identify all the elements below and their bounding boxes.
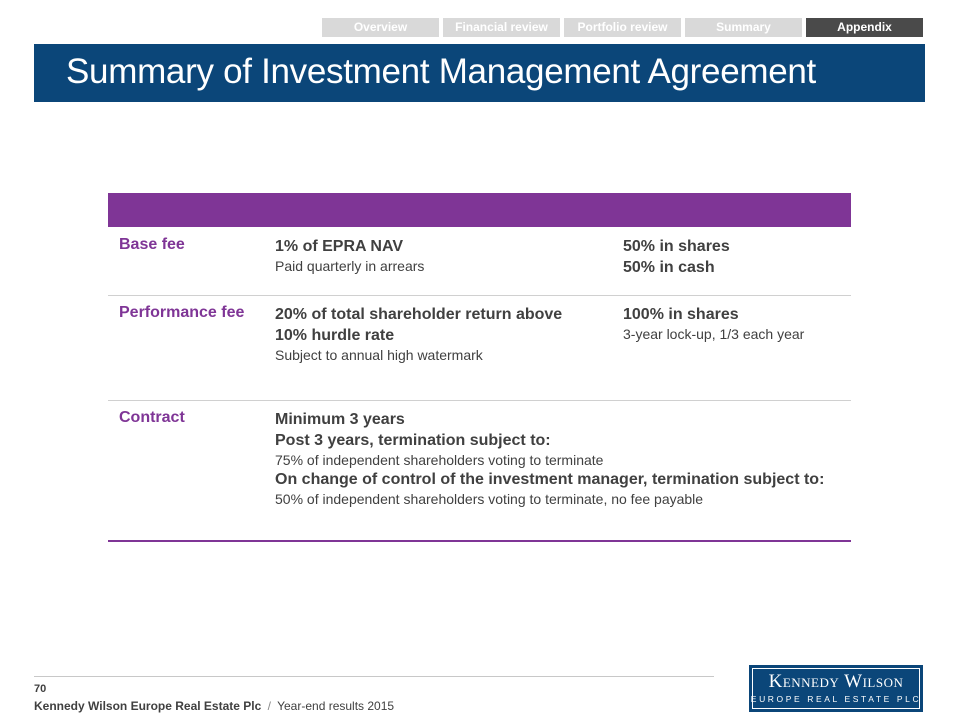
company: Kennedy Wilson Europe Real Estate Plc [34,699,262,713]
table-row: Performance fee 20% of total shareholder … [108,295,851,401]
footer-text: Kennedy Wilson Europe Real Estate Plc / … [34,699,394,713]
logo-frame [752,668,920,709]
page-number: 70 [34,683,47,695]
terms-line: On change of control of the investment m… [275,471,825,488]
logo-name: Kennedy Wilson [768,671,904,692]
settlement-line: 100% in shares [623,306,739,323]
terms-line: 20% of total shareholder return above [275,306,563,323]
terms-cell: 20% of total shareholder return above 10%… [275,304,562,364]
footer-rule [34,676,714,677]
settlement-line: 3-year lock-up, 1/3 each year [623,326,805,342]
row-label: Base fee [119,236,185,253]
terms-line: 10% hurdle rate [275,327,395,344]
table-header [108,193,851,227]
terms-line: Subject to annual high watermark [275,347,483,363]
terms-line: 1% of EPRA NAV [275,238,404,255]
nav-tab: Appendix [806,18,923,37]
settlement-line: 50% in shares [623,238,730,255]
nav-tab: Financial review [443,18,560,37]
row-label: Contract [119,409,185,426]
logo-tagline: EUROPE REAL ESTATE PLC [750,694,922,704]
separator: / [267,699,271,713]
settlement-cell: 50% in shares 50% in cash [623,236,730,278]
nav-tab: Summary [685,18,802,37]
terms-line: Minimum 3 years [275,411,405,428]
event: Year-end results 2015 [277,699,395,713]
table-row: Base fee 1% of EPRA NAV Paid quarterly in … [108,227,851,296]
terms-line: 50% of independent shareholders voting t… [275,491,704,507]
row-label: Performance fee [119,304,245,321]
terms-cell: Minimum 3 years Post 3 years, termination… [275,409,824,508]
nav-tab: Overview [322,18,439,37]
table-row: Contract Minimum 3 years Post 3 years, ter… [108,400,851,542]
slide-title: Summary of Investment Management Agreeme… [66,52,816,91]
terms-line: 75% of independent shareholders voting t… [275,452,604,468]
terms-line: Post 3 years, termination subject to: [275,432,551,449]
settlement-line: 50% in cash [623,259,715,276]
title-bar [34,44,925,102]
terms-cell: 1% of EPRA NAV Paid quarterly in arrears [275,236,424,275]
nav-tab: Portfolio review [564,18,681,37]
settlement-cell: 100% in shares 3-year lock-up, 1/3 each y… [623,304,804,343]
terms-line: Paid quarterly in arrears [275,258,425,274]
logo: Kennedy Wilson EUROPE REAL ESTATE PLC [749,665,923,712]
